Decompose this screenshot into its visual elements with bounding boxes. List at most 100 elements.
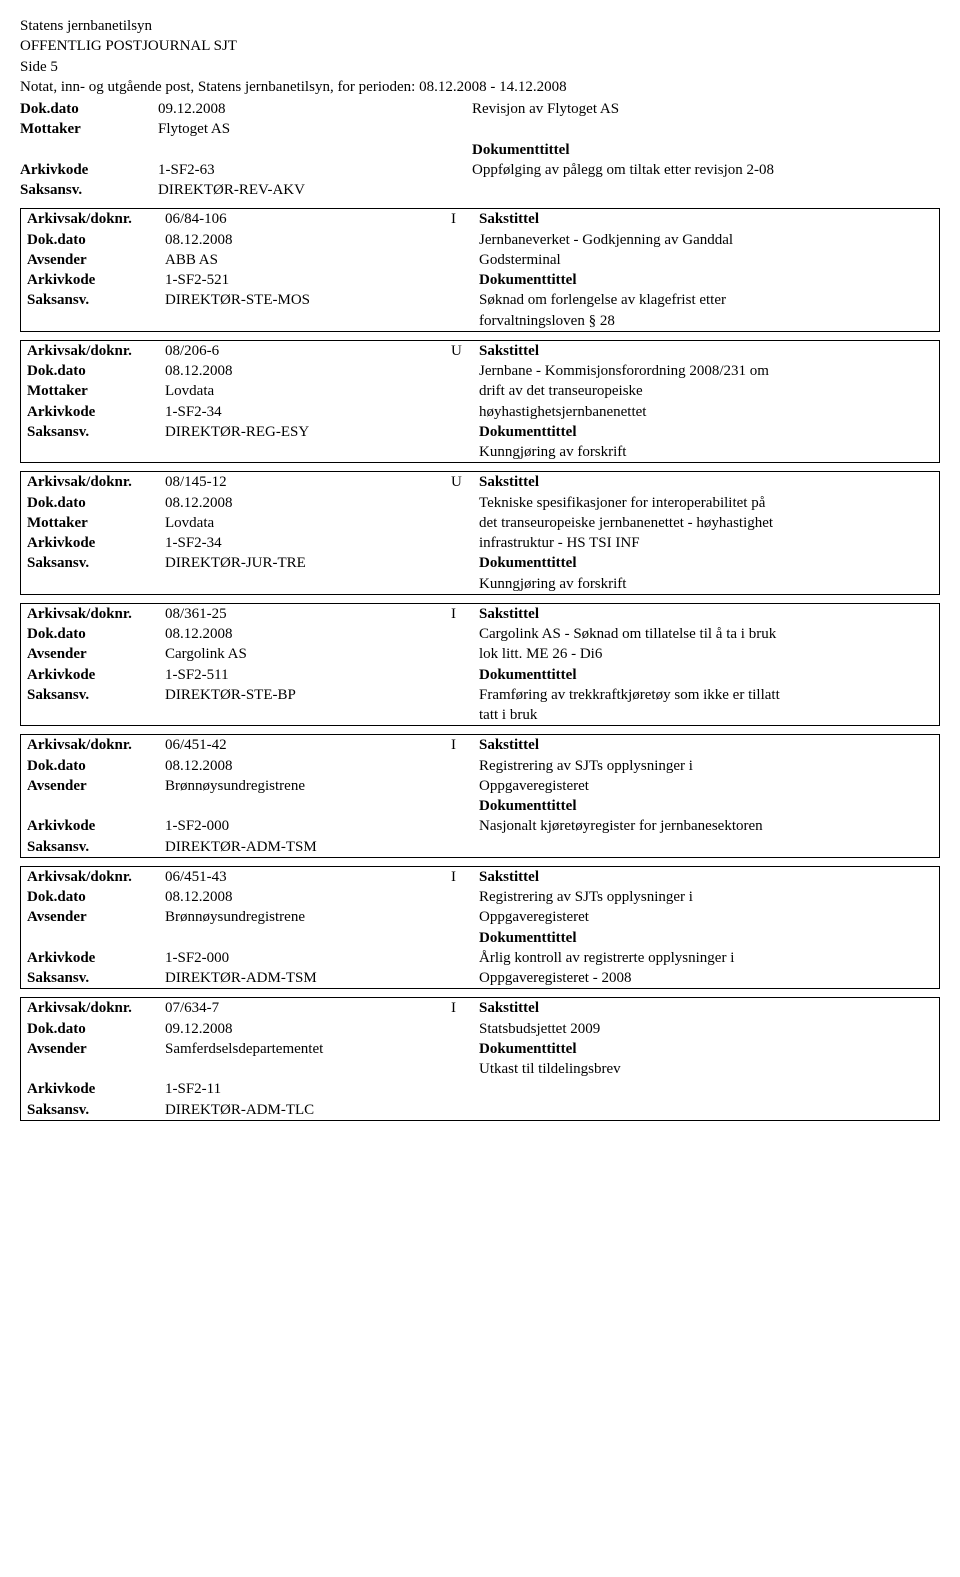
- entry-row: Arkivsak/doknr.07/634-7ISakstittel: [21, 998, 939, 1018]
- right-text: [479, 1100, 933, 1120]
- entry-row: Arkivsak/doknr.06/451-43ISakstittel: [21, 867, 939, 887]
- entry-top: Dok.dato 09.12.2008 Revisjon av Flytoget…: [20, 99, 940, 200]
- io-marker: [451, 311, 479, 331]
- field-value: 08.12.2008: [165, 493, 451, 513]
- entry-row: Saksansv.DIREKTØR-ADM-TSMOppgaveregister…: [21, 968, 939, 988]
- field-label: Arkivsak/doknr.: [27, 604, 165, 624]
- field-label: [27, 311, 165, 331]
- journal-title: OFFENTLIG POSTJOURNAL SJT: [20, 36, 940, 56]
- field-value: 06/84-106: [165, 209, 451, 229]
- right-text: [479, 1079, 933, 1099]
- right-text: Jernbane - Kommisjonsforordning 2008/231…: [479, 361, 933, 381]
- io-marker: [451, 705, 479, 725]
- entry-row: Dok.dato08.12.2008Tekniske spesifikasjon…: [21, 493, 939, 513]
- entry-box: Arkivsak/doknr.08/145-12USakstittelDok.d…: [20, 471, 940, 595]
- right-label: Sakstittel: [479, 209, 933, 229]
- right-text: tatt i bruk: [479, 705, 933, 725]
- field-value: 08/206-6: [165, 341, 451, 361]
- field-value: Samferdselsdepartementet: [165, 1039, 451, 1059]
- io-marker: U: [451, 472, 479, 492]
- field-value: 08/145-12: [165, 472, 451, 492]
- field-value: DIREKTØR-JUR-TRE: [165, 553, 451, 573]
- right-text: Jernbaneverket - Godkjenning av Ganddal: [479, 230, 933, 250]
- right-text: Kunngjøring av forskrift: [479, 574, 933, 594]
- field-value: DIREKTØR-ADM-TLC: [165, 1100, 451, 1120]
- io-marker: [451, 887, 479, 907]
- right-text: det transeuropeiske jernbanenettet - høy…: [479, 513, 933, 533]
- field-value: [165, 442, 451, 462]
- entry-row: AvsenderSamferdselsdepartementetDokument…: [21, 1039, 939, 1059]
- io-marker: [451, 1039, 479, 1059]
- io-marker: [451, 644, 479, 664]
- field-label: Arkivsak/doknr.: [27, 472, 165, 492]
- field-label: Dok.dato: [27, 624, 165, 644]
- org-name: Statens jernbanetilsyn: [20, 16, 940, 36]
- right-text: [479, 837, 933, 857]
- field-value: [165, 705, 451, 725]
- right-label: Sakstittel: [479, 867, 933, 887]
- field-value: DIREKTØR-STE-BP: [165, 685, 451, 705]
- io-marker: [451, 624, 479, 644]
- field-label: Arkivkode: [27, 402, 165, 422]
- field-label: Avsender: [27, 907, 165, 927]
- right-text: Oppgaveregisteret - 2008: [479, 968, 933, 988]
- field-label: Arkivkode: [27, 665, 165, 685]
- entry-row: Dok.dato08.12.2008Jernbane - Kommisjonsf…: [21, 361, 939, 381]
- field-value: 08.12.2008: [165, 624, 451, 644]
- right-text: Framføring av trekkraftkjøretøy som ikke…: [479, 685, 933, 705]
- io-marker: [451, 907, 479, 927]
- entry-row: Saksansv.DIREKTØR-ADM-TSM: [21, 837, 939, 857]
- entry-box: Arkivsak/doknr.08/361-25ISakstittelDok.d…: [20, 603, 940, 727]
- io-marker: U: [451, 341, 479, 361]
- field-value: 1-SF2-511: [165, 665, 451, 685]
- right-label: Dokumenttittel: [479, 422, 933, 442]
- entry-row: Arkivkode1-SF2-511Dokumenttittel: [21, 665, 939, 685]
- field-label: Arkivsak/doknr.: [27, 998, 165, 1018]
- field-label: Dok.dato: [27, 756, 165, 776]
- right-text: Årlig kontroll av registrerte opplysning…: [479, 948, 933, 968]
- io-marker: [451, 1059, 479, 1079]
- io-marker: [451, 422, 479, 442]
- field-label: Saksansv.: [27, 553, 165, 573]
- field-value: 08.12.2008: [165, 230, 451, 250]
- entry-row: Dok.dato09.12.2008Statsbudsjettet 2009: [21, 1019, 939, 1039]
- entries-container: Arkivsak/doknr.06/84-106ISakstittelDok.d…: [20, 208, 940, 1121]
- io-marker: [451, 361, 479, 381]
- field-value: 08/361-25: [165, 604, 451, 624]
- right-label: Sakstittel: [479, 998, 933, 1018]
- field-value: [165, 311, 451, 331]
- field-value: 1-SF2-000: [165, 816, 451, 836]
- label-saksansv: Saksansv.: [20, 180, 158, 200]
- field-label: Avsender: [27, 250, 165, 270]
- io-marker: [451, 1079, 479, 1099]
- label-mottaker: Mottaker: [20, 119, 158, 139]
- top-saksansv: DIREKTØR-REV-AKV: [158, 180, 444, 200]
- right-text: Kunngjøring av forskrift: [479, 442, 933, 462]
- entry-row: Dokumenttittel: [21, 796, 939, 816]
- entry-row: Dokumenttittel: [21, 928, 939, 948]
- entry-row: forvaltningsloven § 28: [21, 311, 939, 331]
- right-text: Registrering av SJTs opplysninger i: [479, 887, 933, 907]
- field-value: 1-SF2-34: [165, 402, 451, 422]
- entry-row: Saksansv.DIREKTØR-ADM-TLC: [21, 1100, 939, 1120]
- io-marker: [451, 553, 479, 573]
- entry-box: Arkivsak/doknr.07/634-7ISakstittelDok.da…: [20, 997, 940, 1121]
- field-label: Saksansv.: [27, 837, 165, 857]
- field-label: Arkivkode: [27, 533, 165, 553]
- io-marker: [451, 270, 479, 290]
- io-marker: [451, 776, 479, 796]
- field-label: [27, 928, 165, 948]
- io-marker: [451, 685, 479, 705]
- field-label: Dok.dato: [27, 1019, 165, 1039]
- field-value: 1-SF2-11: [165, 1079, 451, 1099]
- field-label: Dok.dato: [27, 887, 165, 907]
- right-label: Sakstittel: [479, 472, 933, 492]
- field-value: Brønnøysundregistrene: [165, 776, 451, 796]
- entry-box: Arkivsak/doknr.06/451-42ISakstittelDok.d…: [20, 734, 940, 858]
- io-marker: [451, 816, 479, 836]
- right-label: Sakstittel: [479, 735, 933, 755]
- entry-row: Arkivkode1-SF2-34høyhastighetsjernbanene…: [21, 402, 939, 422]
- io-marker: [451, 948, 479, 968]
- right-label: Dokumenttittel: [479, 270, 933, 290]
- io-marker: I: [451, 735, 479, 755]
